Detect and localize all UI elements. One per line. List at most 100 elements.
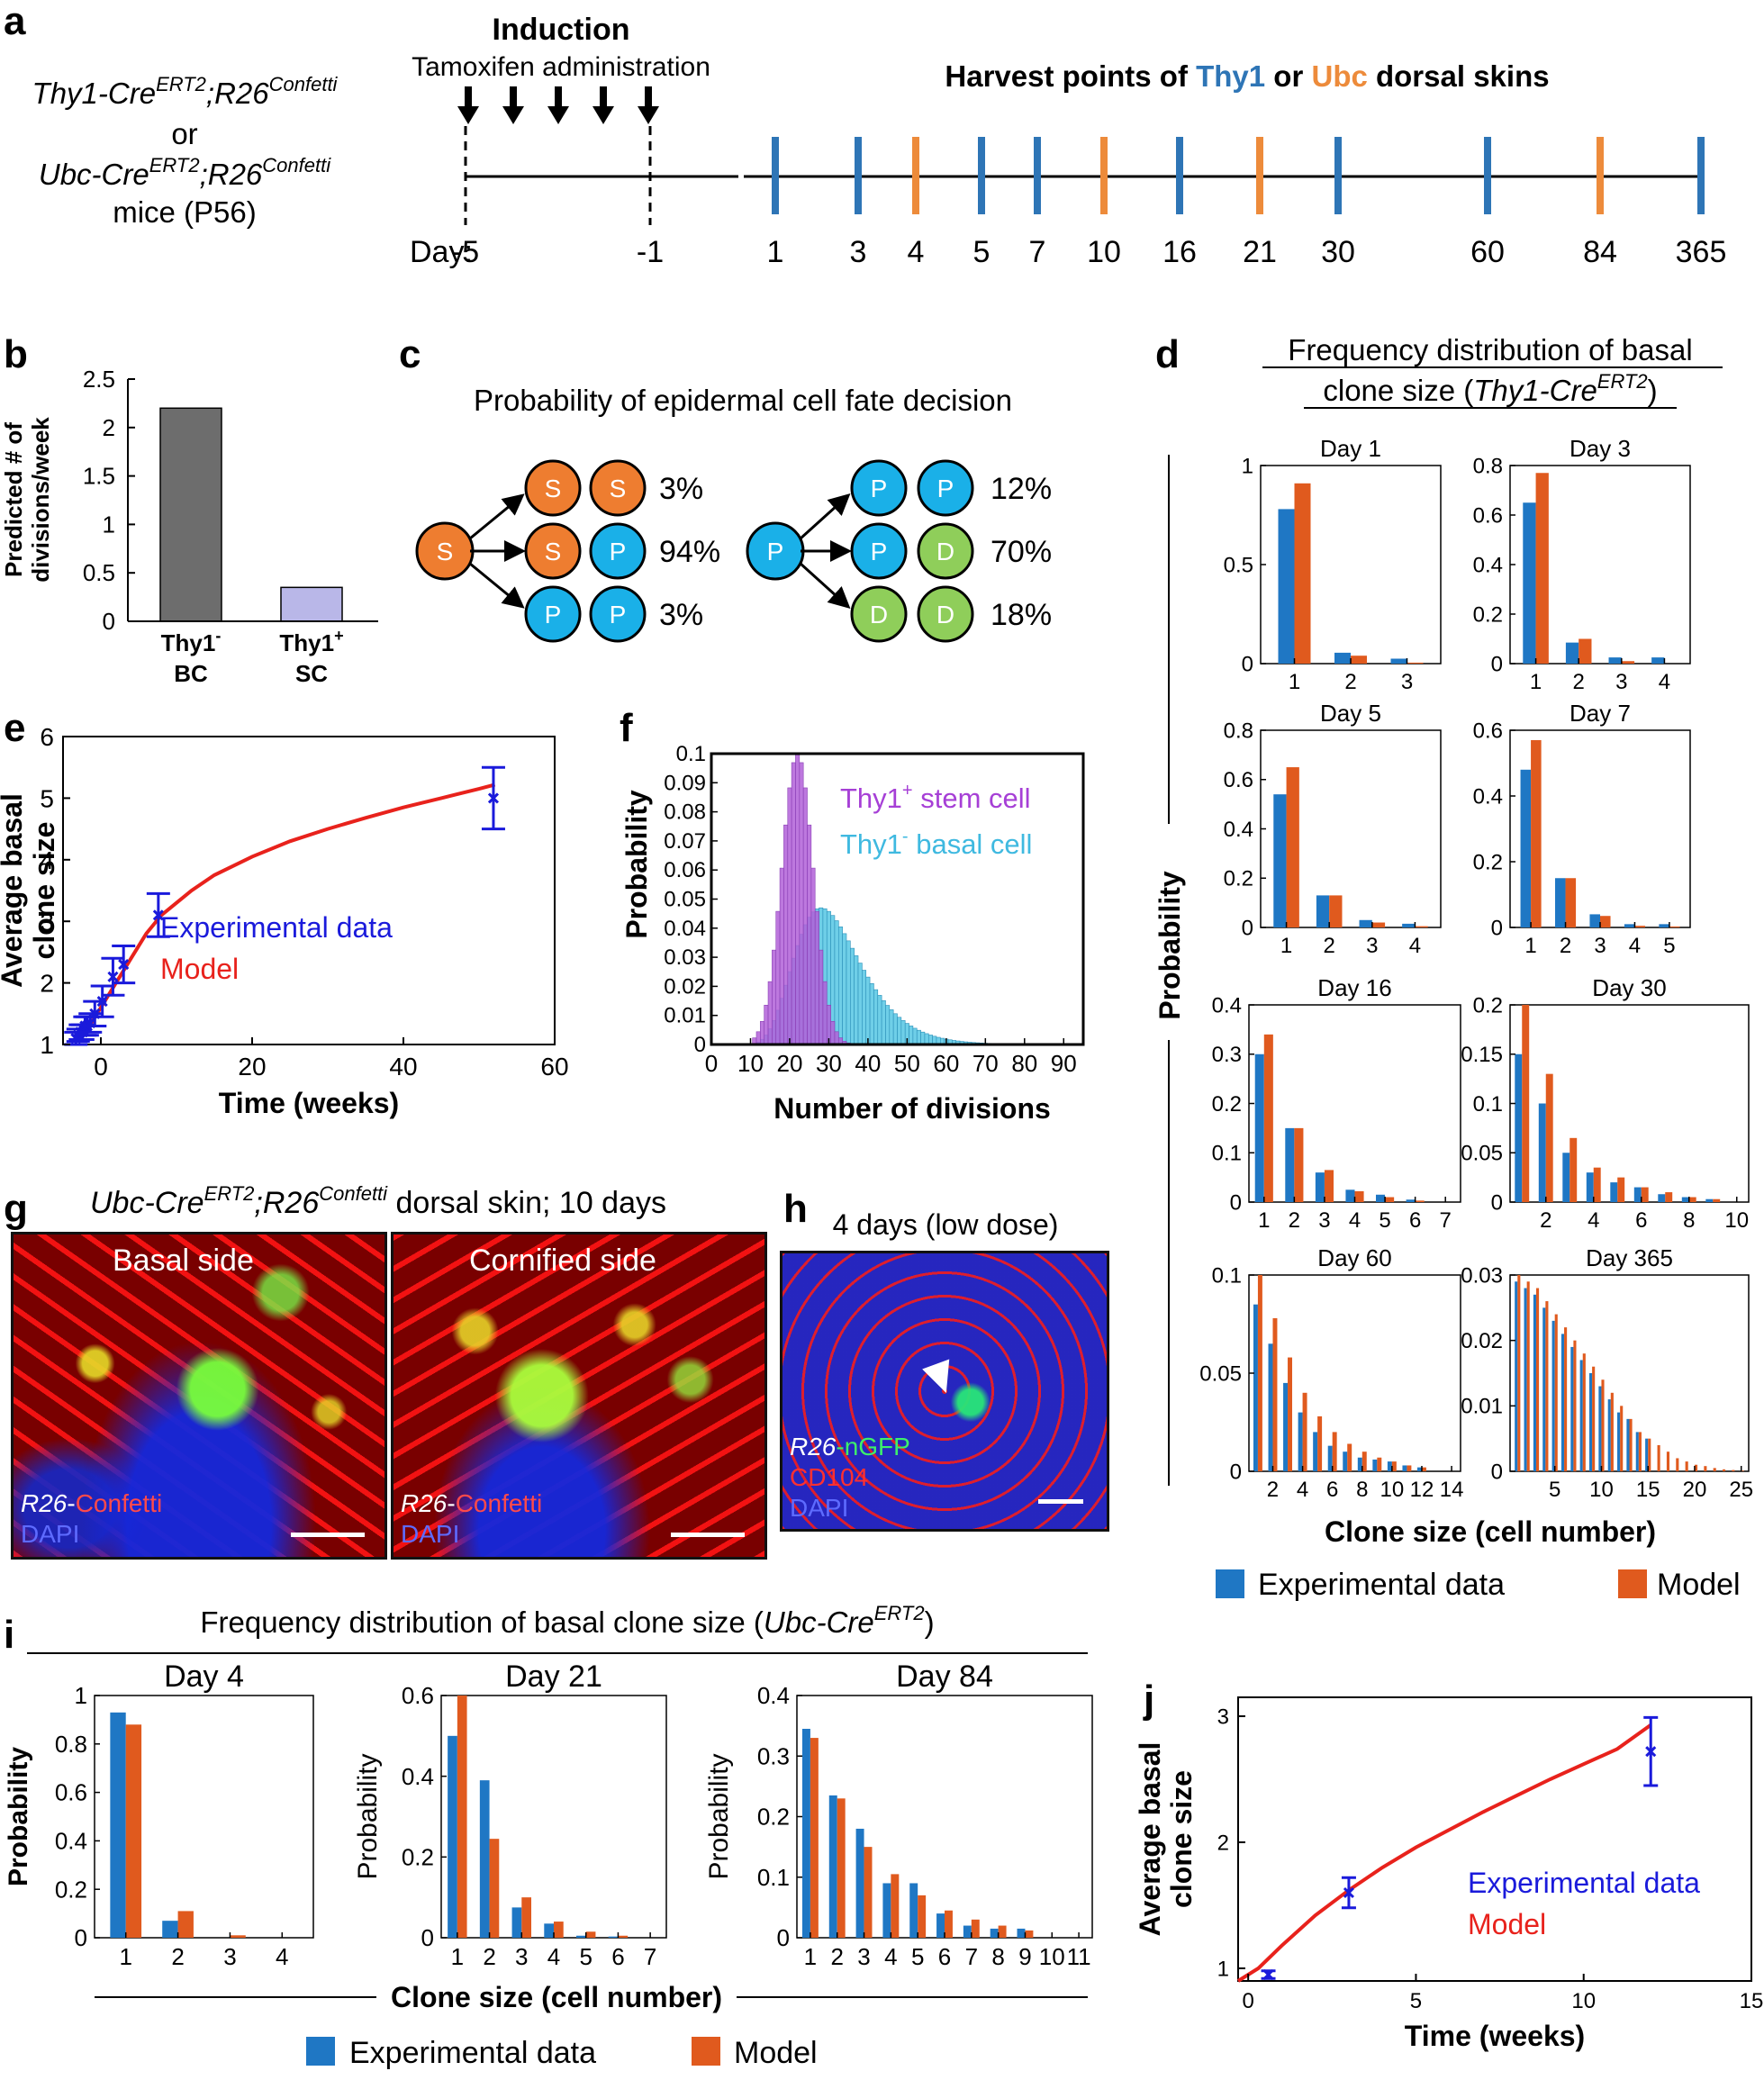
i4-y-tick-label: 0: [75, 1924, 87, 1951]
d1-x-tick-label: 2: [1344, 670, 1356, 694]
f-basal-bar: [846, 940, 851, 1045]
f-xlabel: Number of divisions: [773, 1092, 1051, 1125]
f-legend-basal: Thy1- basal cell: [840, 827, 1032, 860]
harvest-tick-thy1: [1334, 137, 1342, 214]
fate-arrow: [799, 562, 851, 610]
d16-x-tick-label: 7: [1440, 1208, 1452, 1233]
b-y-tick-label: 1.5: [83, 463, 115, 490]
d7-y-tick-label: 0.6: [1473, 719, 1503, 743]
f-y-tick-label: 0.08: [664, 800, 706, 825]
mouse-line-2-sup: ERT2: [149, 154, 200, 176]
d5-x-tick-label: 3: [1366, 934, 1378, 958]
j-y-tick-label: 2: [1217, 1831, 1229, 1856]
d365-y-tick-label: 0: [1491, 1460, 1503, 1484]
d60-model-bar: [1288, 1357, 1292, 1471]
f-legend-basal-name: Thy1: [840, 828, 902, 860]
d-ylabel: Probability: [1153, 871, 1186, 1020]
fate-daughter-cell: [917, 522, 974, 580]
fate-percent: 18%: [991, 598, 1052, 632]
d-xlabel: Clone size (cell number): [1325, 1515, 1656, 1548]
i-title-sup: ERT2: [874, 1602, 925, 1624]
f-basal-bar: [857, 963, 863, 1045]
i21-exp-bar: [448, 1735, 457, 1938]
fate-diagram: S S S 3% S P 94% P P 3% P P P 12% P D 70% D D 18%: [415, 459, 1052, 643]
cornified-leg-dapi: DAPI: [401, 1520, 460, 1548]
g-title-it: Ubc-Cre: [90, 1186, 204, 1220]
d16-model-bar: [1354, 1190, 1364, 1202]
j-legend-model: Model: [1468, 1908, 1546, 1940]
d365-x-tick-label: 20: [1683, 1478, 1707, 1502]
f-y-tick-label: 0.04: [664, 917, 706, 941]
fate-percent: 94%: [659, 535, 720, 569]
d365-model-bar: [1629, 1418, 1633, 1471]
f-basal-bar: [889, 1009, 894, 1045]
fate-daughter-letter: S: [545, 538, 562, 565]
d1-y-tick-label: 0: [1242, 652, 1253, 676]
d60-y-tick-label: 0: [1230, 1460, 1242, 1484]
b-y-tick-label: 2.5: [83, 366, 115, 393]
i84-x-tick-label: 3: [857, 1943, 870, 1970]
d365-exp-bar: [1588, 1373, 1593, 1471]
harvest-day-label: 10: [1087, 235, 1121, 269]
f-basal-bar: [881, 999, 886, 1045]
f-legend-stem-name: Thy1: [840, 782, 902, 814]
d-title-2-it: Thy1-Cre: [1473, 374, 1597, 407]
i84-x-tick-label: 5: [911, 1943, 924, 1970]
d365-model-bar: [1732, 1470, 1735, 1471]
f-basal-bar: [854, 955, 859, 1045]
i21-exp-bar: [544, 1923, 554, 1938]
d60-x-tick-label: 8: [1356, 1478, 1368, 1502]
f-y-tick-label: 0.02: [664, 974, 706, 999]
j-ylabel-2: clone size: [1165, 1770, 1198, 1908]
d365-model-bar: [1620, 1406, 1624, 1471]
d365-model-bar: [1713, 1468, 1716, 1471]
d5-y-tick-label: 0.6: [1224, 768, 1253, 792]
d30-exp-bar: [1515, 1054, 1523, 1202]
d365-model-bar: [1573, 1340, 1577, 1471]
i4-plot-frame: [94, 1695, 314, 1939]
i84-model-bar: [998, 1925, 1007, 1938]
i4-y-tick-label: 0.4: [55, 1828, 87, 1855]
d60-exp-bar: [1253, 1304, 1258, 1471]
e-data-point: [487, 792, 500, 804]
fate-arrow: [799, 493, 851, 540]
f-stem-bar: [760, 1021, 764, 1045]
d3-y-tick-label: 0.2: [1473, 602, 1503, 627]
i4-y-tick-label: 0.6: [55, 1779, 87, 1806]
d365-exp-bar: [1617, 1412, 1621, 1471]
d365-model-bar: [1685, 1461, 1688, 1471]
i84-exp-bar: [855, 1828, 864, 1938]
lowdose-leg-r26: R26: [790, 1433, 837, 1461]
panel-letter-h: h: [783, 1187, 808, 1231]
d365-exp-bar: [1645, 1438, 1649, 1471]
f-stem-bar: [834, 1031, 839, 1045]
induction-day-label: -5: [452, 235, 479, 269]
d3-exp-bar: [1565, 642, 1579, 664]
cornified-leg-r26: R26: [401, 1489, 448, 1517]
d1-exp-bar: [1278, 509, 1295, 664]
d16-model-bar: [1324, 1170, 1334, 1202]
e-legend-model: Model: [160, 953, 239, 985]
i4-model-bar: [177, 1911, 194, 1938]
d7-y-tick-label: 0: [1491, 916, 1503, 940]
panel-letter-f: f: [620, 706, 633, 750]
i4-y-tick-label: 0.8: [55, 1731, 87, 1758]
i84-x-tick-label: 7: [965, 1943, 978, 1970]
b-y-tick-label: 0.5: [83, 559, 115, 586]
j-legend-exp: Experimental data: [1468, 1867, 1700, 1899]
i84-title: Day 84: [896, 1659, 993, 1694]
d60-exp-bar: [1387, 1461, 1392, 1471]
f-y-tick-label: 0.03: [664, 945, 706, 970]
mouse-line-2: Ubc-CreERT2;R26Confetti: [39, 154, 331, 191]
i84-x-tick-label: 6: [938, 1943, 951, 1970]
f-y-tick-label: 0.09: [664, 771, 706, 795]
harvest-day-label: 4: [908, 235, 925, 269]
j-x-tick-label: 5: [1410, 1989, 1422, 2013]
f-legend-stem: Thy1+ stem cell: [840, 781, 1031, 814]
d1-y-tick-label: 0.5: [1224, 553, 1253, 577]
d365-model-bar: [1526, 1281, 1530, 1471]
d365-exp-bar: [1598, 1386, 1602, 1471]
d5-y-tick-label: 0.8: [1224, 719, 1253, 743]
f-legend-stem-rest: stem cell: [913, 782, 1031, 814]
d365-exp-bar: [1524, 1288, 1527, 1471]
